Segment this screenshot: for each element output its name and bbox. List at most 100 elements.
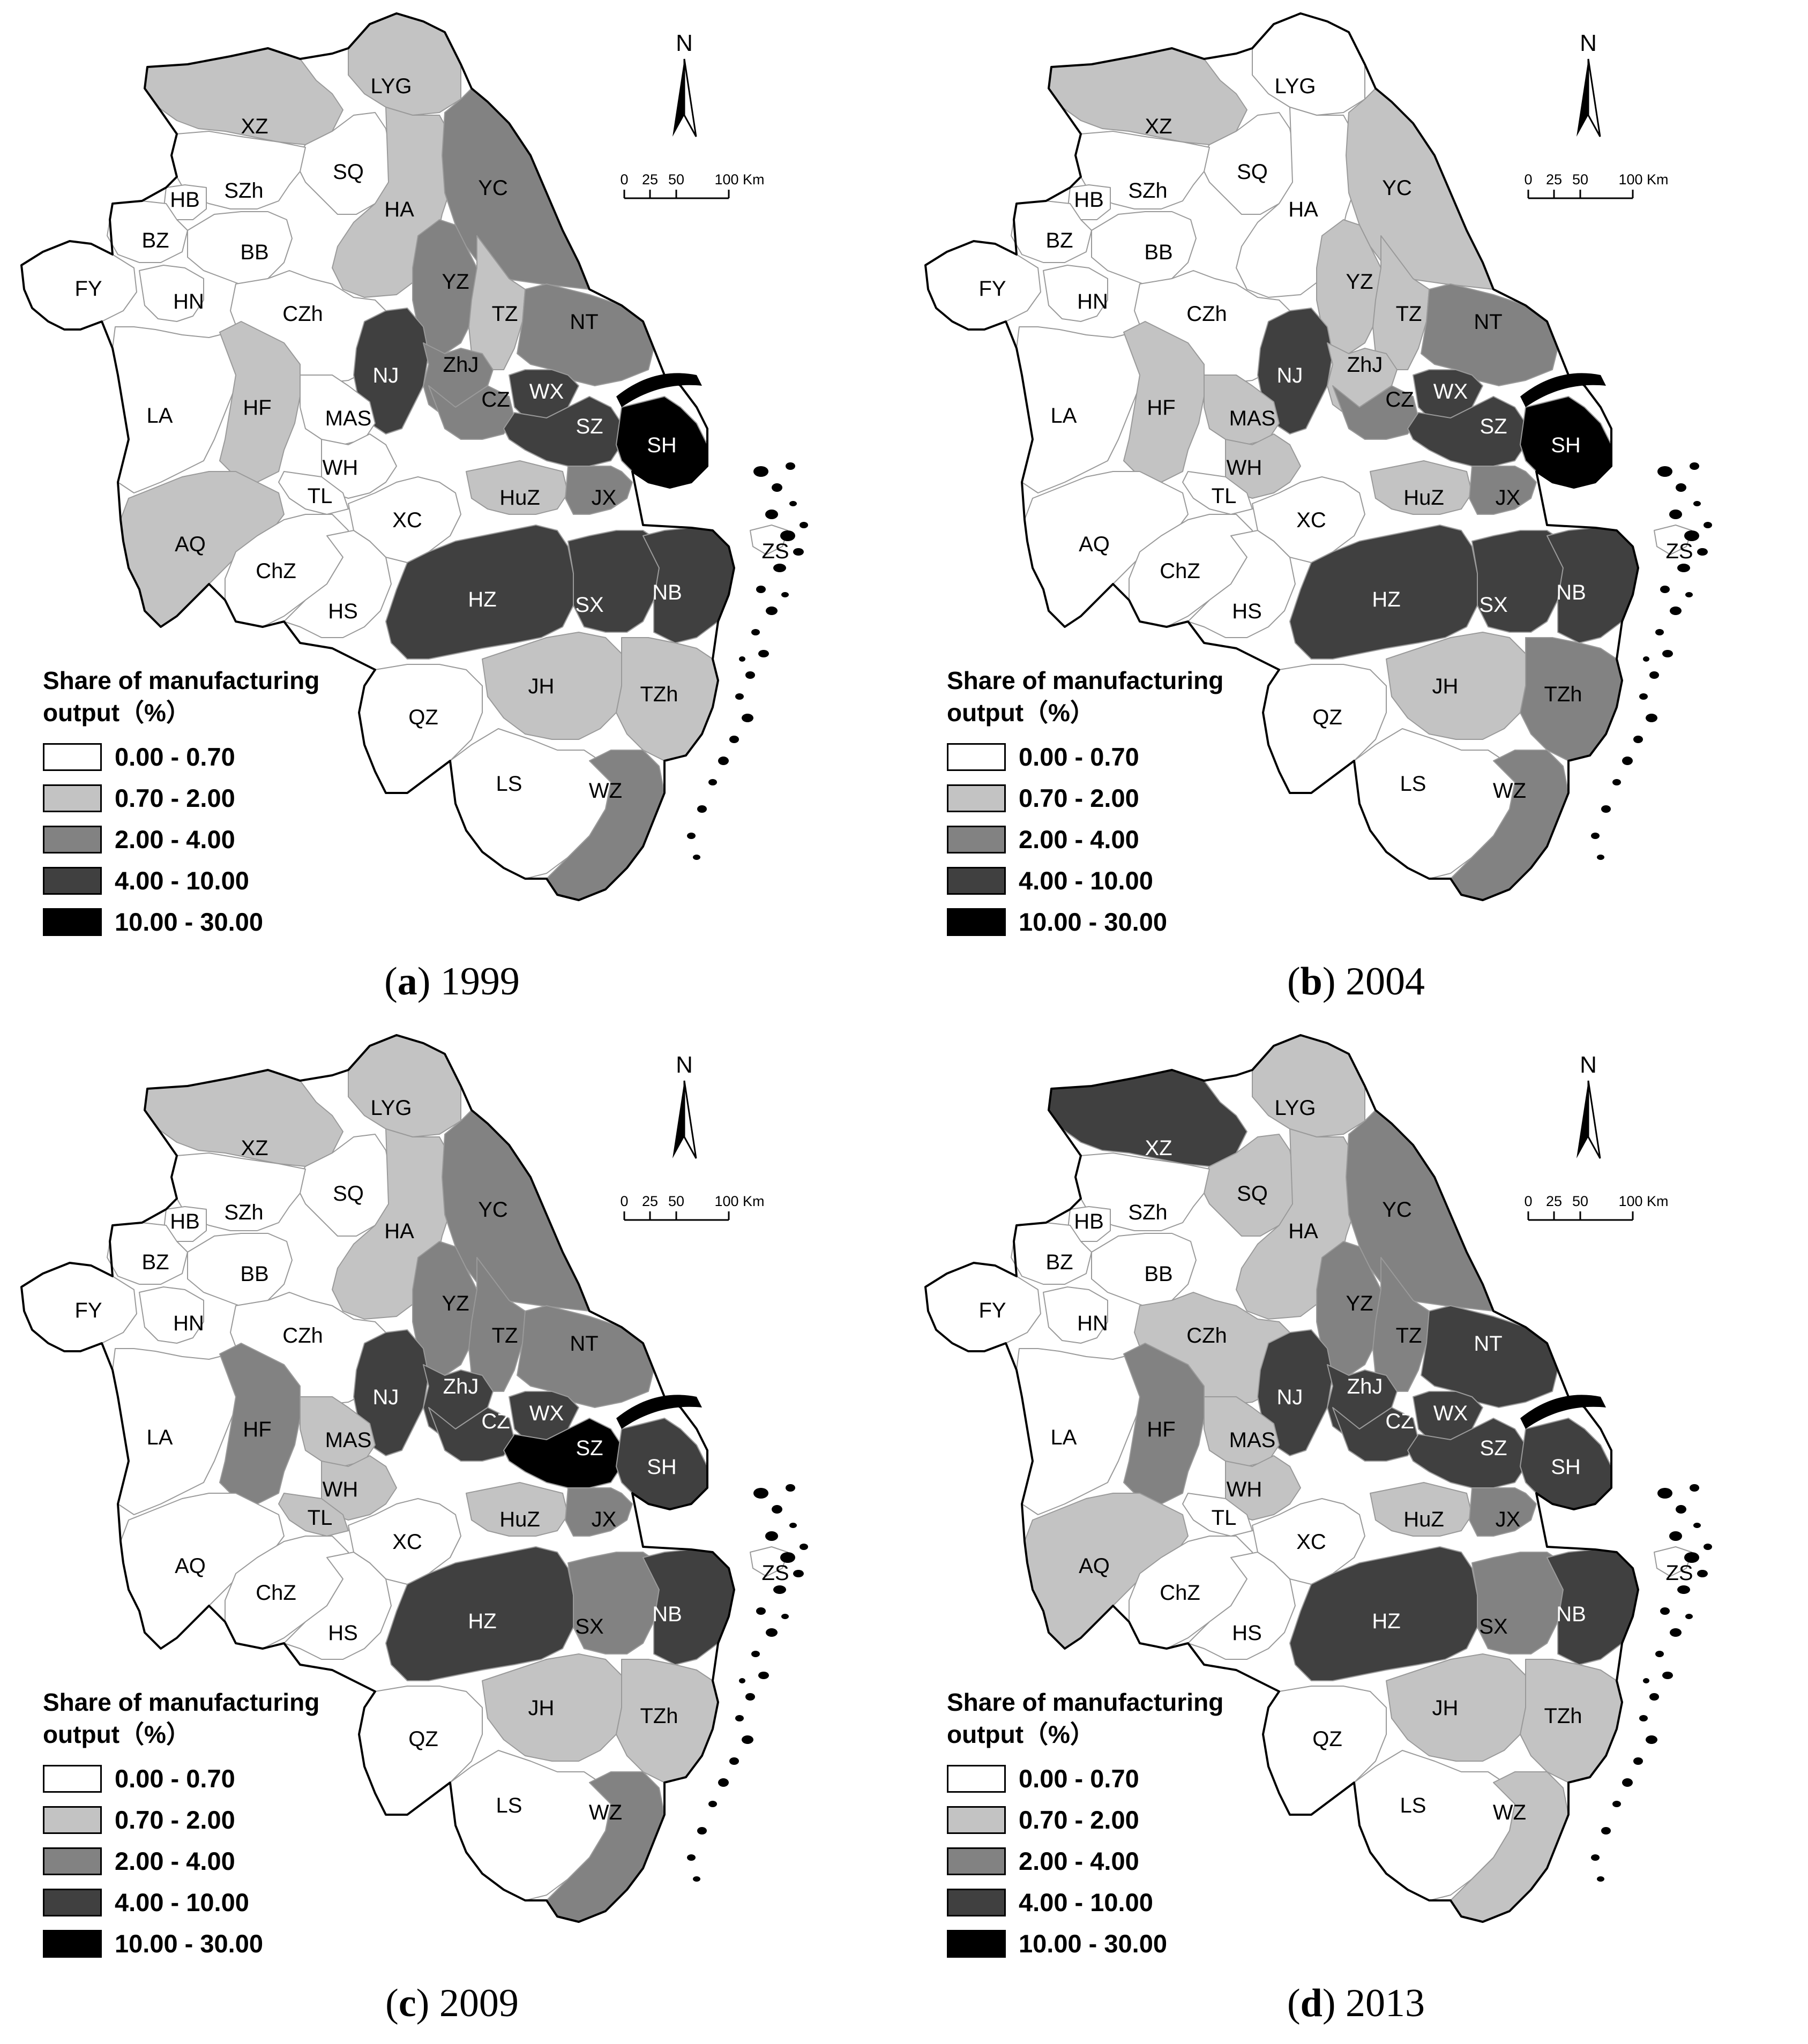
legend: Share of manufacturing output（%） 0.00 - 0.…: [947, 664, 1223, 942]
legend-item: 4.00 - 10.00: [947, 860, 1223, 901]
coastal-island: [742, 1735, 753, 1744]
region-sx: [1471, 530, 1564, 633]
region-label-zhj: ZhJ: [443, 1375, 479, 1398]
yangtze-estuary: [1520, 1395, 1606, 1429]
region-bb: [1091, 211, 1197, 287]
coastal-island: [766, 607, 778, 615]
coastal-island: [756, 586, 766, 593]
coastal-island: [1677, 1585, 1690, 1594]
region-bz: [107, 1222, 188, 1285]
region-label-hf: HF: [1147, 1418, 1175, 1441]
coastal-island: [1633, 736, 1643, 743]
yangtze-estuary: [616, 1395, 702, 1429]
region-label-sh: SH: [1551, 433, 1581, 457]
region-huz: [1370, 460, 1473, 515]
coastal-island: [800, 522, 808, 528]
region-label-hb: HB: [170, 1210, 200, 1233]
region-xc: [348, 1498, 461, 1585]
legend-item: 2.00 - 4.00: [947, 819, 1223, 860]
region-label-sh: SH: [647, 1455, 677, 1479]
legend: Share of manufacturing output（%） 0.00 - 0.…: [43, 1686, 319, 1964]
region-label-sx: SX: [1479, 1615, 1507, 1638]
legend-swatch: [43, 743, 102, 771]
legend-swatch: [947, 1806, 1006, 1834]
coastal-island: [773, 564, 786, 572]
coastal-island: [780, 1552, 795, 1563]
coastal-island: [1676, 1505, 1686, 1514]
region-label-hf: HF: [243, 1418, 271, 1441]
region-label-hs: HS: [328, 1621, 358, 1645]
legend-label: 4.00 - 10.00: [115, 1888, 249, 1916]
coastal-island: [697, 805, 707, 813]
coastal-island: [753, 466, 768, 477]
coastal-island: [793, 548, 804, 556]
coastal-island: [1657, 1488, 1672, 1499]
coastal-island: [1639, 693, 1648, 700]
region-bz: [1011, 200, 1092, 263]
study-area-boundary: [924, 1034, 1639, 1923]
region-hz: [385, 525, 574, 660]
region-label-sz: SZ: [576, 1436, 603, 1460]
region-label-huz: HuZ: [499, 486, 540, 510]
legend-label: 10.00 - 30.00: [1019, 1929, 1167, 1958]
legend-swatch: [947, 743, 1006, 771]
coastal-island: [1685, 592, 1693, 597]
coastal-island: [1677, 564, 1690, 572]
coastal-island: [1597, 1876, 1604, 1882]
legend-title: Share of manufacturing: [43, 667, 320, 694]
coastal-island: [745, 671, 755, 679]
region-label-xc: XC: [392, 1530, 422, 1554]
coastal-island: [780, 530, 795, 541]
region-label-zhj: ZhJ: [1347, 353, 1383, 377]
coastal-island: [718, 1778, 729, 1787]
region-label-wz: WZ: [1493, 779, 1526, 803]
coastal-island: [739, 656, 745, 662]
coastal-island: [1660, 586, 1670, 593]
region-label-wz: WZ: [589, 1801, 622, 1824]
scale-label: 0: [1524, 171, 1532, 188]
region-label-czh: CZh: [282, 302, 323, 326]
coastal-island: [751, 1651, 760, 1657]
legend-item: 2.00 - 4.00: [43, 1840, 319, 1882]
coastal-island: [693, 1876, 700, 1882]
coastal-island: [1697, 548, 1708, 556]
coastal-island: [1591, 1854, 1600, 1861]
region-label-lyg: LYG: [1274, 1096, 1316, 1120]
legend-item: 10.00 - 30.00: [43, 1923, 319, 1964]
legend-swatch: [947, 1847, 1006, 1875]
region-label-szh: SZh: [224, 179, 263, 203]
coastal-island: [1669, 510, 1682, 519]
region-label-hs: HS: [328, 600, 358, 623]
region-label-jx: JX: [592, 486, 617, 510]
region-hn: [1043, 1286, 1108, 1344]
scale-label: 100 Km: [1618, 1193, 1668, 1209]
legend-label: 10.00 - 30.00: [1019, 908, 1167, 936]
region-nj: [1257, 1329, 1333, 1456]
region-label-wz: WZ: [589, 779, 622, 803]
legend-label: 0.00 - 0.70: [1019, 743, 1139, 771]
coastal-island: [1655, 1651, 1664, 1657]
coastal-island: [758, 650, 769, 657]
coastal-island: [781, 1614, 789, 1619]
region-label-bz: BZ: [1045, 1251, 1073, 1274]
region-label-qz: QZ: [408, 706, 438, 729]
legend-swatch: [947, 908, 1006, 936]
region-label-sq: SQ: [1237, 1182, 1268, 1206]
coastal-island: [1591, 833, 1600, 839]
region-zs: [750, 525, 788, 555]
coastal-island: [1660, 1607, 1670, 1615]
region-label-xz: XZ: [241, 115, 268, 138]
region-label-ls: LS: [496, 1794, 522, 1817]
region-label-nj: NJ: [373, 1386, 399, 1409]
region-label-tz: TZ: [1396, 302, 1422, 326]
region-label-yc: YC: [478, 1198, 508, 1222]
region-label-szh: SZh: [1128, 1201, 1167, 1224]
coastal-island: [1704, 522, 1712, 528]
legend-swatch: [947, 825, 1006, 853]
region-yz: [412, 1241, 477, 1376]
region-nt: [517, 283, 654, 386]
region-label-bz: BZ: [141, 229, 169, 252]
panel-letter: b: [1300, 960, 1323, 1004]
